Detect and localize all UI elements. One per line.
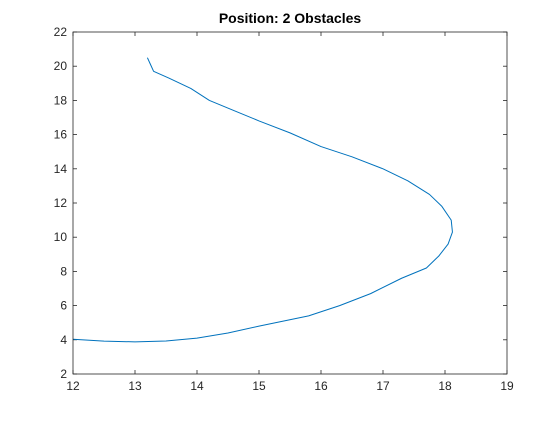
ticks-layer: 12 13 14 15 16 17 18 19 2 4 6 8 10 12 14 16 18 20 22 <box>54 25 514 393</box>
x-tick-label: 14 <box>190 379 204 393</box>
series-line-1 <box>72 57 453 343</box>
axes-box <box>72 31 508 375</box>
chart-title: Position: 2 Obstacles <box>219 10 362 26</box>
y-tick-label: 8 <box>60 264 67 278</box>
y-tick-label: 18 <box>54 93 68 107</box>
x-tick-label: 12 <box>66 379 80 393</box>
x-tick-label: 17 <box>376 379 390 393</box>
x-tick-label: 15 <box>252 379 266 393</box>
y-tick-label: 20 <box>54 59 68 73</box>
y-tick-label: 6 <box>60 299 67 313</box>
y-tick-label: 22 <box>54 25 68 39</box>
y-tick-label: 16 <box>54 128 68 142</box>
x-tick-label: 19 <box>500 379 514 393</box>
y-tick-label: 2 <box>60 367 67 381</box>
x-tick-label: 16 <box>314 379 328 393</box>
y-tick-label: 14 <box>54 162 68 176</box>
x-tick-label: 18 <box>438 379 452 393</box>
y-tick-label: 10 <box>54 230 68 244</box>
y-tick-label: 4 <box>60 333 67 347</box>
x-tick-label: 13 <box>128 379 142 393</box>
series-layer <box>72 57 453 343</box>
y-tick-label: 12 <box>54 196 68 210</box>
plot-area <box>73 32 507 374</box>
